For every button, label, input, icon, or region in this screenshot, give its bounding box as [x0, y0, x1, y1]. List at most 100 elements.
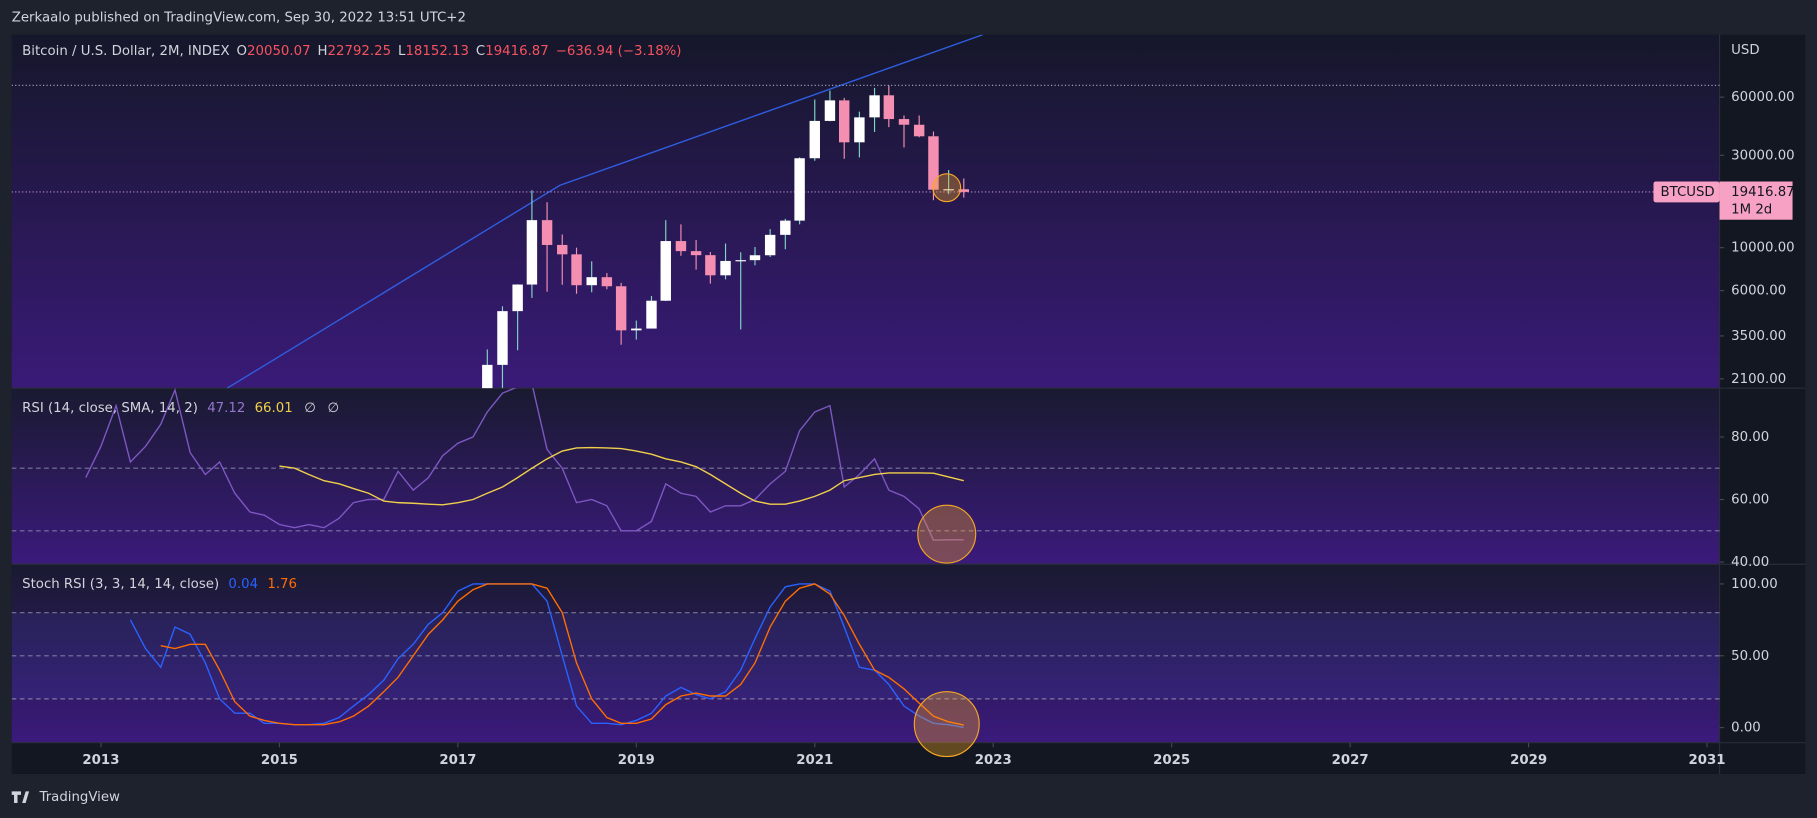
highlight-circle: [917, 504, 977, 564]
series-line: [279, 446, 964, 506]
candle-body: [809, 120, 820, 159]
y-tick-label: 80.00: [1731, 430, 1769, 445]
candle-body: [764, 234, 776, 256]
candle-body: [883, 95, 895, 120]
candle-body: [824, 100, 836, 121]
ohlc-value: 19416.87: [485, 44, 549, 59]
x-tick-label: 2027: [1332, 753, 1369, 768]
y-tick-label: 60.00: [1731, 493, 1769, 508]
k-value: 0.04: [228, 577, 258, 592]
ohlc-value: 22792.25: [328, 44, 392, 59]
price-panel: [11, 34, 1720, 389]
x-tick-label: 2031: [1689, 753, 1726, 768]
candle-body: [913, 124, 925, 137]
series-line: [160, 583, 964, 726]
candle-body: [541, 220, 553, 245]
x-tick-label: 2025: [1153, 753, 1190, 768]
candle-body: [675, 241, 687, 252]
y-tick-label: 0.00: [1731, 721, 1761, 736]
x-tick-label: 2015: [261, 753, 298, 768]
candle-body: [898, 119, 910, 125]
rsi-layer: [11, 388, 1720, 541]
axes: 2100.00 3500.00 6000.00 10000.00 30000.00 600…: [82, 90, 1794, 768]
y-tick-label: 50.00: [1731, 649, 1769, 664]
candle-body: [631, 328, 642, 331]
candle-body: [943, 189, 954, 191]
ohlc-value: 18152.13: [405, 44, 469, 59]
candle-body: [735, 260, 746, 262]
price-label-symbol-bg: [1653, 181, 1720, 203]
ohlc-value: 20050.07: [247, 44, 311, 59]
candle-body: [720, 260, 731, 276]
y-tick-label: 2100.00: [1731, 372, 1786, 387]
rsi-legend: RSI (14, close, SMA, 14, 2) 47.12 66.01 ∅ ∅: [22, 401, 339, 416]
na-label: ∅: [304, 401, 316, 416]
ohlc-label: O: [237, 44, 247, 59]
change: −636.94 (−3.18%): [556, 44, 682, 59]
candle-body: [780, 220, 791, 235]
y-tick-label: 10000.00: [1731, 241, 1795, 256]
candle-body: [615, 286, 627, 331]
candle-body: [601, 277, 613, 287]
candle-body: [690, 251, 702, 256]
na-label: ∅: [327, 401, 339, 416]
price-label-bg: [1719, 181, 1793, 220]
price-legend: Bitcoin / U.S. Dollar, 2M, INDEX O20050.0…: [22, 44, 681, 59]
logo-icon: [11, 791, 30, 803]
x-tick-label: 2029: [1510, 753, 1547, 768]
y-tick-label: 40.00: [1731, 555, 1769, 570]
trendline: [226, 34, 983, 389]
candle-body: [526, 220, 538, 285]
d-value: 1.76: [267, 577, 297, 592]
price-label: BTCUSD 19416.87 1M 2d: [1653, 181, 1795, 220]
candle-body: [482, 364, 493, 389]
price-label-countdown: 1M 2d: [1731, 202, 1772, 217]
highlight-circle: [932, 173, 962, 203]
candle-body: [512, 284, 523, 312]
y-tick-label: 6000.00: [1731, 284, 1786, 299]
x-tick-label: 2023: [975, 753, 1012, 768]
price-label-value: 19416.87: [1731, 185, 1795, 200]
rsi-title: RSI (14, close, SMA, 14, 2): [22, 401, 198, 416]
stoch-layer: [11, 583, 1720, 729]
x-tick-label: 2017: [439, 753, 476, 768]
candle-body: [646, 300, 657, 329]
series-line: [85, 388, 964, 541]
candle-body: [749, 255, 761, 261]
y-tick-label: 60000.00: [1731, 90, 1795, 105]
stoch-title: Stoch RSI (3, 3, 14, 14, close): [22, 577, 219, 592]
x-tick-label: 2013: [82, 753, 119, 768]
ohlc-label: C: [476, 44, 485, 59]
highlight-circle: [913, 691, 980, 758]
candle-body: [497, 311, 508, 365]
ohlc-label: L: [398, 44, 406, 59]
y-tick-label: 30000.00: [1731, 148, 1795, 163]
x-tick-label: 2019: [618, 753, 655, 768]
candle-body: [571, 254, 582, 286]
candle-body: [869, 95, 880, 118]
x-tick-label: 2021: [796, 753, 833, 768]
y-tick-label: 3500.00: [1731, 329, 1786, 344]
symbol-title: Bitcoin / U.S. Dollar, 2M, INDEX: [22, 44, 229, 59]
price-layer: [11, 34, 1720, 389]
candle-body: [839, 100, 850, 143]
price-label-symbol: BTCUSD: [1660, 185, 1714, 200]
rsi-sma-value: 66.01: [255, 401, 293, 416]
stoch-legend: Stoch RSI (3, 3, 14, 14, close) 0.04 1.76: [22, 577, 297, 592]
brand: TradingView: [39, 790, 121, 805]
axis-label: USD: [1731, 43, 1759, 58]
candle-body: [928, 136, 939, 190]
candle-body: [557, 244, 568, 255]
publisher: Zerkaalo published on TradingView.com, S…: [12, 10, 466, 25]
ohlc-label: H: [318, 44, 328, 59]
candle-body: [854, 117, 865, 143]
brand-logo: TradingView: [11, 790, 121, 805]
stoch-panel: [11, 564, 1720, 743]
rsi-value: 47.12: [207, 401, 245, 416]
candle-body: [586, 277, 597, 286]
series-line: [129, 583, 964, 729]
candle-body: [958, 189, 969, 192]
candle-body: [705, 255, 716, 276]
